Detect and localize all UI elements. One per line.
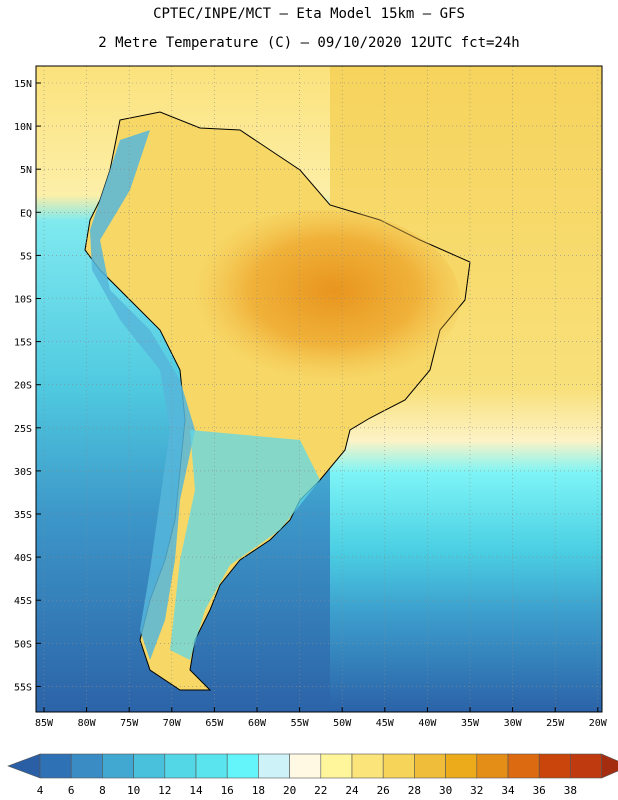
lon-label: 85W xyxy=(35,718,54,729)
scale-label: 28 xyxy=(408,784,421,797)
southern-cone-field xyxy=(170,430,320,660)
lon-label: 25W xyxy=(546,718,565,729)
lat-label: 30S xyxy=(14,467,32,478)
lat-label: 15N xyxy=(14,79,32,90)
lat-label: 45S xyxy=(14,596,32,607)
scale-label: 4 xyxy=(37,784,44,797)
lat-label: 55S xyxy=(14,682,32,693)
lat-label: 10N xyxy=(14,122,32,133)
scale-cell xyxy=(164,753,197,779)
longitude-axis: 85W 80W 75W 70W 65W 60W 55W 50W 45W 40W 35W 30W 25W 2… xyxy=(35,707,608,729)
scale-cell xyxy=(39,753,72,779)
scale-cell xyxy=(258,753,290,779)
latitude-axis: 15N 10N 5N EQ 5S 10S 15S 20S 25S 30S 35S 40S 45S 50S 5… xyxy=(14,79,41,693)
scale-label: 16 xyxy=(221,784,234,797)
scale-cell xyxy=(289,753,322,779)
temperature-map: 15N 10N 5N EQ 5S 10S 15S 20S 25S 30S 35S 40S 45S 50S 5… xyxy=(14,65,608,729)
scale-label: 20 xyxy=(283,784,296,797)
lat-label: 10S xyxy=(14,295,32,306)
scale-cell xyxy=(320,753,353,779)
lat-label: 15S xyxy=(14,338,32,349)
lon-label: 75W xyxy=(120,718,139,729)
scale-cell xyxy=(445,753,478,779)
scale-cell xyxy=(538,753,571,779)
lat-label: 25S xyxy=(14,424,32,435)
lon-label: 20W xyxy=(589,718,608,729)
lat-label: 50S xyxy=(14,639,32,650)
scale-cell xyxy=(507,753,540,779)
lon-label: 35W xyxy=(461,718,480,729)
scale-cell xyxy=(414,753,446,779)
scale-cell xyxy=(70,753,103,779)
lat-label: 5S xyxy=(20,251,32,262)
scale-label: 14 xyxy=(189,784,203,797)
scale-label: 10 xyxy=(127,784,140,797)
lat-label: 35S xyxy=(14,510,32,521)
lat-label: 5N xyxy=(20,165,32,176)
lon-label: 65W xyxy=(205,718,224,729)
scale-left-arrow xyxy=(7,753,41,779)
scale-label: 30 xyxy=(439,784,452,797)
scale-cell xyxy=(226,753,259,779)
scale-label: 22 xyxy=(314,784,327,797)
hot-core xyxy=(180,210,460,390)
lon-label: 80W xyxy=(78,718,97,729)
andes-cold-strip xyxy=(90,130,195,660)
map-title: CPTEC/INPE/MCT – Eta Model 15km – GFS xyxy=(153,6,465,22)
scale-label: 36 xyxy=(533,784,546,797)
scale-cell xyxy=(570,753,602,779)
lon-label: 55W xyxy=(291,718,310,729)
lon-label: 50W xyxy=(333,718,352,729)
lon-label: 40W xyxy=(418,718,437,729)
scale-cell xyxy=(382,753,415,779)
scale-label: 12 xyxy=(158,784,171,797)
scale-label: 34 xyxy=(501,784,515,797)
lon-label: 60W xyxy=(248,718,267,729)
lon-label: 30W xyxy=(504,718,523,729)
scale-cell xyxy=(351,753,384,779)
color-scale-bar: 4 6 8 10 12 14 16 18 20 22 24 26 28 30 32 34 36 38 xyxy=(7,753,618,797)
scale-label: 32 xyxy=(470,784,483,797)
scale-label: 24 xyxy=(345,784,359,797)
scale-cell xyxy=(476,753,509,779)
map-subtitle: 2 Metre Temperature (C) – 09/10/2020 12U… xyxy=(98,35,520,51)
scale-cell xyxy=(195,753,228,779)
lat-label: 20S xyxy=(14,381,32,392)
lon-label: 45W xyxy=(376,718,395,729)
scale-label: 6 xyxy=(68,784,75,797)
scale-label: 18 xyxy=(252,784,265,797)
scale-label: 26 xyxy=(377,784,390,797)
scale-label: 38 xyxy=(564,784,577,797)
scale-cell xyxy=(102,753,134,779)
scale-right-arrow xyxy=(601,753,618,779)
map-frame xyxy=(35,65,603,713)
lat-label: 40S xyxy=(14,553,32,564)
scale-cell xyxy=(133,753,166,779)
scale-label: 8 xyxy=(99,784,106,797)
lat-label: EQ xyxy=(20,208,32,219)
lon-label: 70W xyxy=(163,718,182,729)
